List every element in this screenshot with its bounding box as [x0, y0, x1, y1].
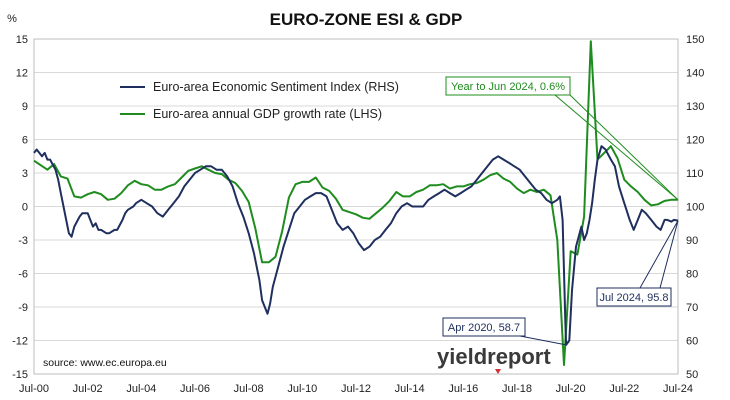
source-note: source: www.ec.europa.eu: [43, 357, 167, 369]
annotation-esi-low: Apr 2020, 58.7: [442, 317, 567, 346]
annotation-esi-latest-box: [596, 287, 672, 307]
x-tick-label-10: Jul-20: [556, 383, 586, 395]
annotation-gdp-box: [445, 76, 571, 96]
x-tick-label-4: Jul-08: [234, 383, 264, 395]
series-line-gdp: [33, 40, 678, 367]
left-tick-label-10: -15: [12, 369, 28, 381]
left-tick-label-1: 12: [16, 68, 28, 80]
x-tick-label-9: Jul-18: [502, 383, 532, 395]
logo-text: yieldreport: [437, 344, 551, 369]
annotations: Year to Jun 2024, 0.6% Jul 2024, 95.8 Ap…: [442, 76, 679, 346]
right-tick-label-8: 70: [686, 302, 698, 314]
logo-mark: [495, 369, 501, 374]
annotation-esi-low-leader: [519, 335, 567, 346]
right-tick-label-1: 140: [686, 68, 704, 80]
annotation-esi-latest-leader-2: [659, 220, 679, 289]
right-tick-label-0: 150: [686, 34, 704, 46]
x-tick-label-11: Jul-22: [609, 383, 639, 395]
right-tick-label-5: 100: [686, 202, 704, 214]
x-tick-label-12: Jul-24: [663, 383, 693, 395]
right-tick-label-3: 120: [686, 135, 704, 147]
left-tick-label-2: 9: [22, 101, 28, 113]
left-tick-label-8: -9: [18, 302, 28, 314]
left-tick-label-4: 3: [22, 168, 28, 180]
plot-frame: [33, 38, 679, 375]
x-tick-label-6: Jul-12: [341, 383, 371, 395]
annotation-gdp-leader-1: [554, 94, 679, 201]
annotation-esi-latest: Jul 2024, 95.8: [596, 220, 679, 307]
chart-title: EURO-ZONE ESI & GDP: [270, 10, 463, 29]
left-axis-unit: %: [7, 13, 17, 25]
legend-label-esi: Euro-area Economic Sentiment Index (RHS): [153, 80, 399, 94]
right-tick-label-7: 80: [686, 269, 698, 281]
annotation-esi-low-box: [442, 317, 526, 337]
left-tick-label-0: 15: [16, 34, 28, 46]
annotation-gdp: Year to Jun 2024, 0.6%: [445, 76, 679, 201]
x-tick-label-2: Jul-04: [126, 383, 156, 395]
x-tick-label-0: Jul-00: [19, 383, 49, 395]
series-line-esi: [33, 145, 679, 346]
left-tick-label-9: -12: [12, 336, 28, 348]
left-tick-label-5: 0: [22, 202, 28, 214]
x-tick-label-8: Jul-16: [448, 383, 478, 395]
x-axis-ticks: Jul-00 Jul-02 Jul-04 Jul-06 Jul-08 Jul-10 Jul-…: [19, 383, 693, 395]
x-tick-label-3: Jul-06: [180, 383, 210, 395]
left-axis-ticks: 15 12 9 6 3 0 -3 -6 -9 -12 -15: [12, 34, 28, 381]
right-tick-label-2: 130: [686, 101, 704, 113]
x-tick-label-5: Jul-10: [287, 383, 317, 395]
left-tick-label-6: -3: [18, 235, 28, 247]
right-tick-label-6: 90: [686, 235, 698, 247]
right-tick-label-9: 60: [686, 336, 698, 348]
right-axis-ticks: 150 140 130 120 110 100 90 80 70 60 50: [686, 34, 704, 381]
right-tick-label-10: 50: [686, 369, 698, 381]
left-tick-label-3: 6: [22, 135, 28, 147]
annotation-esi-latest-leader-1: [639, 220, 679, 289]
legend-label-gdp: Euro-area annual GDP growth rate (LHS): [153, 107, 382, 121]
annotation-esi-latest-text: Jul 2024, 95.8: [599, 292, 668, 304]
legend: Euro-area Economic Sentiment Index (RHS)…: [120, 80, 399, 121]
annotation-gdp-text: Year to Jun 2024, 0.6%: [451, 81, 565, 93]
left-tick-label-7: -6: [18, 269, 28, 281]
right-tick-label-4: 110: [686, 168, 704, 180]
yieldreport-logo: yieldreport: [437, 344, 551, 374]
x-tick-label-1: Jul-02: [73, 383, 103, 395]
annotation-gdp-leader-2: [569, 94, 679, 201]
series-lines: [33, 40, 679, 367]
x-tick-label-7: Jul-14: [395, 383, 425, 395]
annotation-esi-low-text: Apr 2020, 58.7: [448, 322, 520, 334]
